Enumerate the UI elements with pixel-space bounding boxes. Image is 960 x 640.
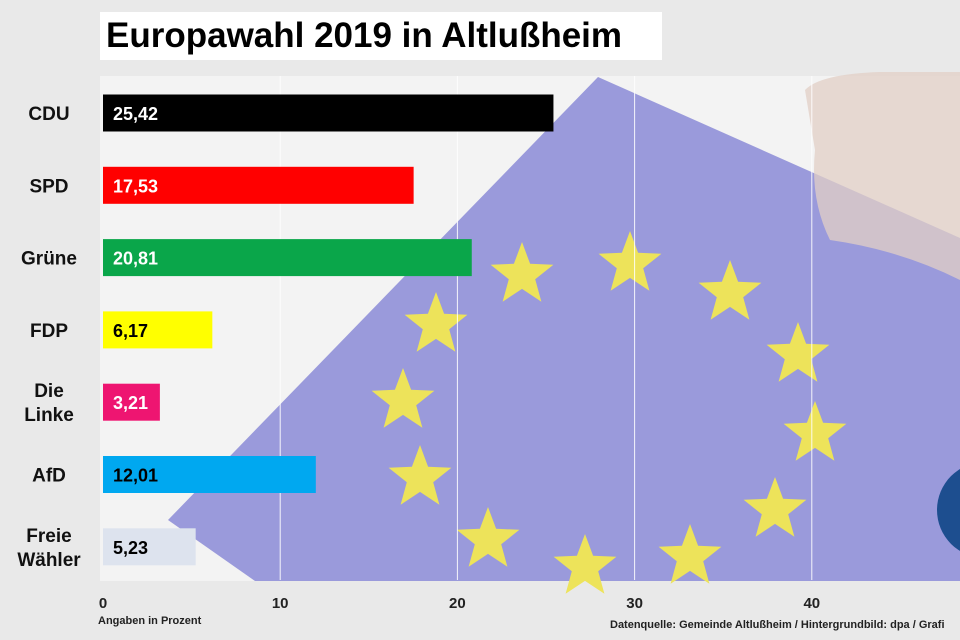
value-label: 20,81 (113, 249, 158, 269)
bar (103, 456, 316, 493)
bar (103, 311, 213, 349)
category-label: Grüne (21, 249, 77, 270)
logo-circle (937, 469, 960, 551)
value-label: 12,01 (113, 466, 158, 486)
bar (103, 528, 196, 566)
title-box (100, 12, 662, 60)
bar (103, 166, 414, 204)
star-icon (783, 401, 847, 461)
star-icon (404, 292, 468, 352)
star-icon (766, 322, 830, 382)
x-tick-label: 10 (272, 595, 289, 612)
eu-flag-ballot (168, 77, 960, 581)
star-icon (388, 445, 452, 505)
category-label: SPD (29, 176, 68, 197)
unit-note: Angaben in Prozent (98, 615, 202, 627)
x-tick-label: 30 (626, 595, 643, 612)
star-icon (743, 477, 807, 537)
hand-shape (805, 72, 960, 280)
x-tick-label: 0 (99, 595, 107, 612)
value-label: 5,23 (113, 538, 148, 558)
chart-title: Europawahl 2019 in Altlußheim (106, 16, 623, 55)
source-note: Datenquelle: Gemeinde Altlußheim / Hinte… (610, 619, 945, 631)
star-icon (456, 507, 520, 567)
star-icon (553, 534, 617, 594)
category-label: AfD (32, 466, 66, 487)
value-label: 25,42 (113, 104, 158, 124)
star-icon (598, 231, 662, 291)
star-icon (658, 524, 722, 584)
bar (103, 239, 472, 277)
category-label: CDU (28, 104, 69, 125)
category-label: FDP (30, 321, 68, 342)
value-label: 6,17 (113, 321, 148, 341)
category-label: Freie Wähler (17, 526, 81, 571)
star-icon (371, 368, 435, 428)
bar (103, 383, 160, 421)
star-icon (698, 260, 762, 320)
star-icon (490, 242, 554, 302)
eu-stars (371, 231, 847, 594)
bar (103, 94, 554, 132)
x-tick-label: 40 (803, 595, 820, 612)
category-label: Die Linke (24, 381, 74, 426)
x-tick-label: 20 (449, 595, 466, 612)
value-label: 17,53 (113, 176, 158, 196)
value-label: 3,21 (113, 393, 148, 413)
